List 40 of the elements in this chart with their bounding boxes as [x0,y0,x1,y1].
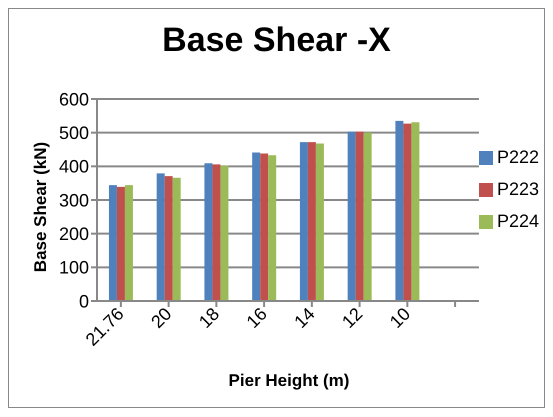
x-tick-label: 16 [242,304,271,332]
bar [204,163,212,301]
y-tick-label: 400 [58,156,89,177]
bar [356,132,364,301]
bar [124,185,133,301]
legend-label: P223 [496,179,539,199]
bar [268,155,276,301]
bar [411,122,420,301]
y-tick-label: 0 [78,291,89,312]
x-tick-label: 12 [338,304,366,332]
bar [260,154,268,301]
bar [308,142,316,301]
bar [300,142,308,301]
bar [364,132,372,301]
bar [316,143,324,301]
y-tick-label: 200 [58,224,89,244]
bar [220,166,228,301]
legend-label: P222 [496,147,539,167]
y-tick-label: 600 [58,89,89,110]
y-tick-label: 300 [58,190,89,210]
x-tick-label: 18 [194,304,224,332]
x-axis-title: Pier Height (m) [228,371,350,391]
bar [395,120,404,301]
bar [403,124,412,301]
x-tick-label: 10 [386,304,414,332]
chart-title: Base Shear -X [161,21,392,60]
bar [348,132,356,301]
bar [116,186,125,301]
bar [108,185,117,301]
bar [252,152,260,301]
x-tick-label: 20 [147,304,176,332]
legend-label: P224 [496,211,539,231]
bar [164,176,173,301]
x-tick-label: 14 [290,304,319,332]
bar [212,164,220,301]
y-tick-label: 500 [58,123,89,144]
bar [156,173,165,301]
y-axis-title: Base Shear (kN) [31,142,51,272]
y-tick-label: 100 [58,258,89,278]
bar [172,178,181,301]
